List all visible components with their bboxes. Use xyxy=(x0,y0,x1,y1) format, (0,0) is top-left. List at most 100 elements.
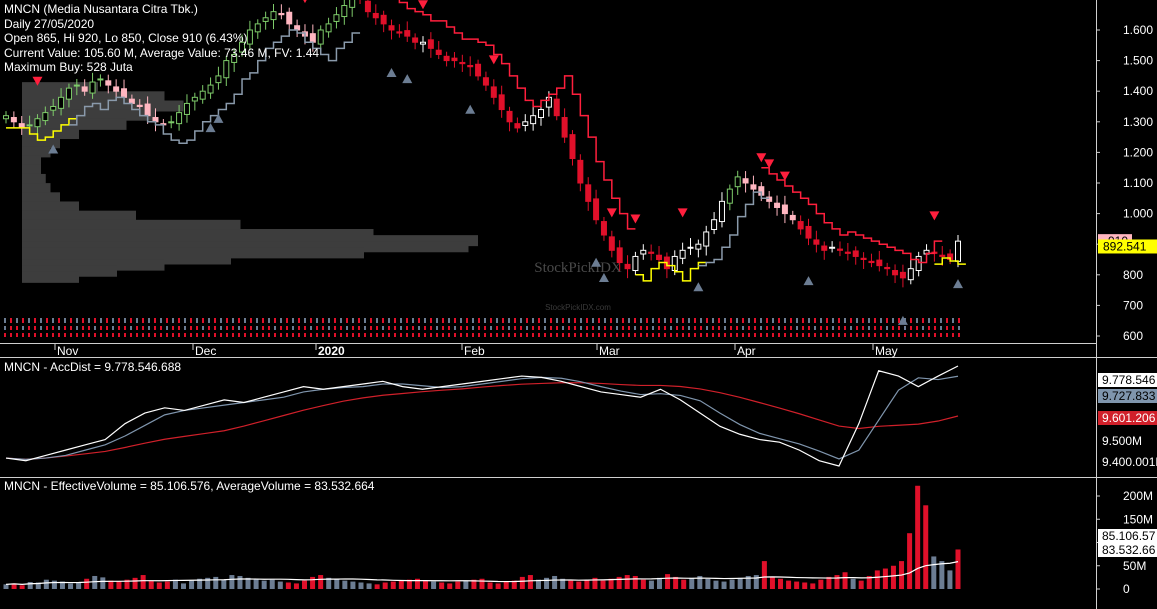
signal-strip-mark xyxy=(910,318,912,323)
x-tick-label: Dec xyxy=(195,344,216,358)
candle-body xyxy=(522,121,529,126)
signal-strip-mark xyxy=(166,318,168,323)
signal-strip-mark xyxy=(274,326,276,330)
signal-strip-mark xyxy=(856,318,858,323)
signal-strip-mark xyxy=(706,326,708,330)
volume-y-tick-label: 0 xyxy=(1123,582,1130,596)
buy-arrow-icon xyxy=(205,123,216,133)
signal-strip-mark xyxy=(166,326,168,330)
signal-strip-mark xyxy=(556,318,558,323)
signal-strip-mark xyxy=(928,333,930,337)
signal-strip-mark xyxy=(898,333,900,337)
signal-strip-mark xyxy=(424,333,426,337)
signal-strip-mark xyxy=(952,333,954,337)
candle-body xyxy=(467,64,474,68)
signal-strip-mark xyxy=(688,318,690,323)
volume-bar xyxy=(285,582,291,589)
signal-strip-mark xyxy=(862,333,864,337)
signal-strip-mark xyxy=(766,326,768,330)
signal-strip-mark xyxy=(676,333,678,337)
signal-strip-mark xyxy=(172,333,174,337)
signal-strip-mark xyxy=(310,326,312,330)
signal-strip-mark xyxy=(52,333,54,337)
signal-strip-mark xyxy=(586,333,588,337)
candle-body xyxy=(278,12,285,16)
signal-strip-mark xyxy=(598,326,600,330)
signal-strip-mark xyxy=(862,326,864,330)
volume-bar xyxy=(116,581,122,589)
signal-strip-mark xyxy=(292,333,294,337)
candle-body xyxy=(246,29,253,45)
candle-body xyxy=(695,243,702,250)
signal-strip-mark xyxy=(652,326,654,330)
signal-strip-mark xyxy=(322,333,324,337)
signal-strip-mark xyxy=(952,326,954,330)
signal-strip-mark xyxy=(478,318,480,323)
volume-profile-bar xyxy=(22,253,231,265)
signal-strip-mark xyxy=(118,326,120,330)
candle-body xyxy=(577,159,584,184)
signal-strip-mark xyxy=(670,326,672,330)
candle-body xyxy=(459,61,466,65)
signal-strip-mark xyxy=(88,326,90,330)
buy-arrow-icon xyxy=(213,113,224,123)
signal-strip-mark xyxy=(700,326,702,330)
signal-strip-mark xyxy=(772,318,774,323)
signal-strip-mark xyxy=(934,333,936,337)
candle-body xyxy=(254,23,261,33)
signal-strip-mark xyxy=(904,326,906,330)
signal-strip-mark xyxy=(556,333,558,337)
value-label: Current Value: 105.60 M, Average Value: … xyxy=(4,45,320,60)
signal-strip-mark xyxy=(736,318,738,323)
volume-bar xyxy=(326,577,332,589)
x-tick-label: Apr xyxy=(737,344,756,358)
volume-value-label: 83.532.66 xyxy=(1102,543,1156,557)
signal-strip-mark xyxy=(694,318,696,323)
signal-strip-mark xyxy=(70,318,72,323)
volume-bar xyxy=(648,580,654,589)
signal-strip-mark xyxy=(484,318,486,323)
candle-body xyxy=(286,11,293,25)
trail-stop-label: 892.541 xyxy=(1103,239,1147,253)
candle-body xyxy=(443,55,450,62)
signal-strip-mark xyxy=(544,333,546,337)
volume-bar xyxy=(3,584,9,589)
volume-bar xyxy=(753,575,759,589)
signal-strip-mark xyxy=(850,333,852,337)
signal-strip-mark xyxy=(856,333,858,337)
volume-profile-bar xyxy=(22,229,374,241)
y-tick-label: 600 xyxy=(1123,329,1143,343)
volume-bar xyxy=(761,561,767,589)
signal-strip-mark xyxy=(442,333,444,337)
signal-strip-mark xyxy=(898,318,900,323)
candle-body xyxy=(183,102,190,115)
signal-strip-mark xyxy=(358,318,360,323)
signal-strip-mark xyxy=(472,333,474,337)
signal-strip-mark xyxy=(142,333,144,337)
signal-strip-mark xyxy=(100,333,102,337)
candle-body xyxy=(10,117,17,123)
signal-strip-mark xyxy=(604,318,606,323)
signal-strip-mark xyxy=(196,333,198,337)
volume-profile-bar xyxy=(22,247,364,259)
signal-strip-mark xyxy=(658,333,660,337)
signal-strip-mark xyxy=(460,318,462,323)
signal-strip-mark xyxy=(538,318,540,323)
candle-body xyxy=(113,86,120,92)
signal-strip-mark xyxy=(322,326,324,330)
candle-body xyxy=(50,106,57,111)
signal-strip-mark xyxy=(238,326,240,330)
signal-strip-mark xyxy=(952,318,954,323)
volume-bar xyxy=(293,583,299,589)
signal-strip-mark xyxy=(664,318,666,323)
candle-body xyxy=(388,25,395,31)
signal-strip-mark xyxy=(388,333,390,337)
signal-strip-mark xyxy=(136,333,138,337)
volume-title: MNCN - EffectiveVolume = 85.106.576, Ave… xyxy=(4,479,375,493)
signal-strip-mark xyxy=(538,333,540,337)
signal-strip-mark xyxy=(472,326,474,330)
signal-strip-mark xyxy=(436,318,438,323)
volume-profile-bar xyxy=(22,109,155,121)
trail-stop-line xyxy=(398,0,636,230)
signal-strip-mark xyxy=(778,318,780,323)
